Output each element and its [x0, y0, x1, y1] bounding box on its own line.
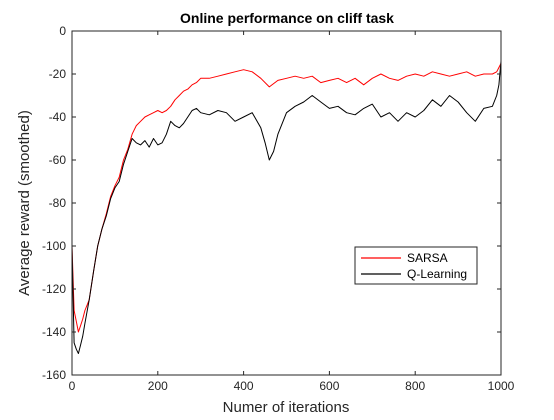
y-tick-label: -120 [42, 282, 66, 296]
legend-box [354, 246, 478, 285]
plot-area [72, 31, 501, 375]
y-tick-label: -140 [42, 325, 66, 339]
legend-label-sarsa: SARSA [407, 251, 448, 265]
y-tick-label: -160 [42, 368, 66, 382]
x-tick-label: 800 [405, 379, 425, 393]
x-tick-label: 600 [319, 379, 339, 393]
chart-title: Online performance on cliff task [180, 10, 394, 26]
y-tick-label: -40 [49, 110, 67, 124]
series-line-q-learning [71, 61, 502, 354]
y-tick-label: -20 [49, 67, 67, 81]
x-tick-label: 0 [69, 379, 76, 393]
y-tick-label: -100 [42, 239, 66, 253]
x-tick-label: 400 [234, 379, 254, 393]
legend: SARSA Q-Learning [354, 246, 478, 285]
x-axis-label: Numer of iterations [223, 399, 350, 416]
y-tick-label: 0 [59, 24, 66, 38]
series-layer [71, 61, 502, 354]
x-tick-label: 1000 [488, 379, 515, 393]
legend-label-q-learning: Q-Learning [407, 267, 467, 281]
y-tick-label: -80 [49, 196, 67, 210]
series-line-sarsa [71, 63, 502, 333]
y-axis-label: Average reward (smoothed) [16, 110, 33, 296]
y-tick-label: -60 [49, 153, 67, 167]
ticks-layer: 0 200 400 600 800 1000 0 -20 -40 -60 -80 -100 -120 -1… [42, 24, 515, 393]
x-tick-label: 200 [148, 379, 168, 393]
